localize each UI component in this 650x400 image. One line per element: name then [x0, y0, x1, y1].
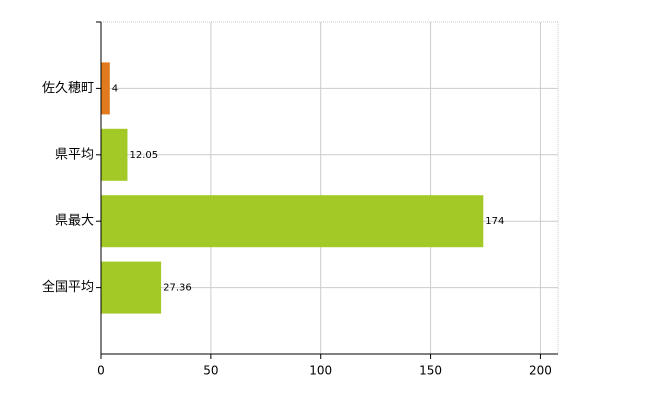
- value-label: 27.36: [163, 283, 192, 294]
- bar: [101, 128, 128, 181]
- y-tick-label: 県最大: [55, 214, 94, 229]
- y-tick-label: 県平均: [55, 147, 94, 162]
- bar: [101, 62, 110, 115]
- x-tick-label: 50: [203, 364, 218, 378]
- x-tick-label: 0: [97, 364, 105, 378]
- y-tick-label: 佐久穂町: [42, 81, 94, 96]
- bar: [101, 195, 484, 248]
- x-tick-label: 150: [419, 364, 442, 378]
- value-label: 12.05: [129, 150, 158, 161]
- y-tick-label: 全国平均: [42, 279, 94, 295]
- x-tick-label: 100: [309, 364, 332, 378]
- value-label: 4: [112, 83, 118, 94]
- bar: [101, 261, 162, 314]
- value-label: 174: [485, 216, 504, 227]
- x-tick-label: 200: [529, 364, 552, 378]
